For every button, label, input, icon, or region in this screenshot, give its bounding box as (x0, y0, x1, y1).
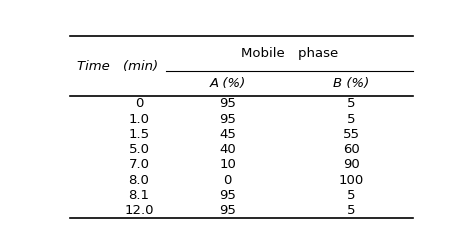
Text: 12.0: 12.0 (124, 204, 154, 217)
Text: 5: 5 (347, 97, 356, 110)
Text: 7.0: 7.0 (129, 159, 149, 171)
Text: 10: 10 (219, 159, 236, 171)
Text: 45: 45 (219, 128, 236, 141)
Text: 60: 60 (343, 143, 359, 156)
Text: 5: 5 (347, 113, 356, 126)
Text: 8.0: 8.0 (129, 174, 149, 187)
Text: 40: 40 (219, 143, 236, 156)
Text: B (%): B (%) (333, 77, 369, 90)
Text: 0: 0 (135, 97, 143, 110)
Text: 5.0: 5.0 (129, 143, 149, 156)
Text: Mobile phase: Mobile phase (241, 47, 338, 60)
Text: 1.0: 1.0 (129, 113, 149, 126)
Text: A (%): A (%) (210, 77, 246, 90)
Text: Time (min): Time (min) (77, 60, 158, 73)
Text: 100: 100 (339, 174, 364, 187)
Text: 5: 5 (347, 189, 356, 202)
Text: 95: 95 (219, 113, 236, 126)
Text: 8.1: 8.1 (129, 189, 149, 202)
Text: 90: 90 (343, 159, 359, 171)
Text: 95: 95 (219, 97, 236, 110)
Text: 55: 55 (343, 128, 360, 141)
Text: 95: 95 (219, 204, 236, 217)
Text: 95: 95 (219, 189, 236, 202)
Text: 0: 0 (223, 174, 232, 187)
Text: 1.5: 1.5 (129, 128, 150, 141)
Text: 5: 5 (347, 204, 356, 217)
